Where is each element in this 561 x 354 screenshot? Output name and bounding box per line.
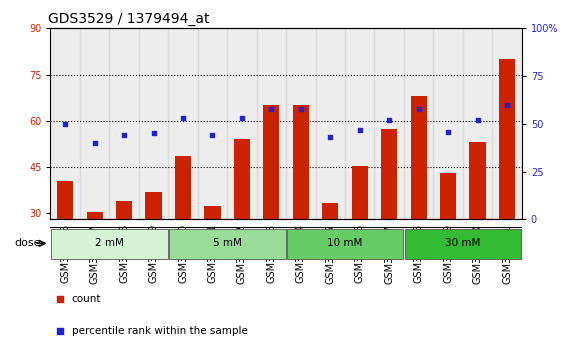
Text: GDS3529 / 1379494_at: GDS3529 / 1379494_at xyxy=(48,12,210,26)
Bar xyxy=(145,192,162,219)
Text: 10 mM: 10 mM xyxy=(327,238,363,249)
Bar xyxy=(234,139,250,219)
Bar xyxy=(116,201,132,219)
Point xyxy=(56,297,65,302)
Point xyxy=(61,121,70,127)
Bar xyxy=(57,181,73,219)
Bar xyxy=(315,28,345,219)
Point xyxy=(326,135,335,140)
Bar xyxy=(168,28,197,219)
Point xyxy=(149,131,158,136)
Bar xyxy=(470,142,486,219)
Point xyxy=(119,132,128,138)
Bar xyxy=(139,28,168,219)
Bar xyxy=(463,28,493,219)
Point xyxy=(296,106,305,112)
Bar xyxy=(50,28,80,219)
Point xyxy=(503,102,512,108)
Point xyxy=(267,106,276,112)
Text: count: count xyxy=(72,295,101,304)
Point xyxy=(414,106,423,112)
Bar xyxy=(256,28,286,219)
Point xyxy=(56,328,65,333)
Point xyxy=(444,129,453,135)
Text: dose: dose xyxy=(15,238,41,249)
Bar xyxy=(352,166,368,219)
Bar xyxy=(86,212,103,219)
FancyBboxPatch shape xyxy=(287,229,403,258)
Bar xyxy=(433,28,463,219)
Bar xyxy=(175,156,191,219)
Bar xyxy=(109,28,139,219)
Point xyxy=(385,117,394,123)
Bar xyxy=(286,28,315,219)
Point xyxy=(208,132,217,138)
Bar xyxy=(499,59,515,219)
Point xyxy=(237,115,246,121)
Bar xyxy=(293,105,309,219)
Bar xyxy=(411,96,427,219)
Point xyxy=(473,117,482,123)
Bar xyxy=(404,28,433,219)
Point xyxy=(90,140,99,146)
Bar xyxy=(440,173,456,219)
Text: percentile rank within the sample: percentile rank within the sample xyxy=(72,326,247,336)
Bar xyxy=(375,28,404,219)
Bar xyxy=(345,28,374,219)
FancyBboxPatch shape xyxy=(169,229,286,258)
Bar xyxy=(263,105,279,219)
Text: 30 mM: 30 mM xyxy=(445,238,481,249)
Point xyxy=(178,115,187,121)
Text: 5 mM: 5 mM xyxy=(213,238,242,249)
Bar xyxy=(80,28,109,219)
Bar xyxy=(381,129,397,219)
Text: 2 mM: 2 mM xyxy=(95,238,124,249)
Bar xyxy=(204,206,220,219)
Bar xyxy=(227,28,256,219)
Bar xyxy=(197,28,227,219)
FancyBboxPatch shape xyxy=(404,229,521,258)
Point xyxy=(355,127,364,132)
FancyBboxPatch shape xyxy=(51,229,168,258)
Bar xyxy=(322,202,338,219)
Bar xyxy=(493,28,522,219)
